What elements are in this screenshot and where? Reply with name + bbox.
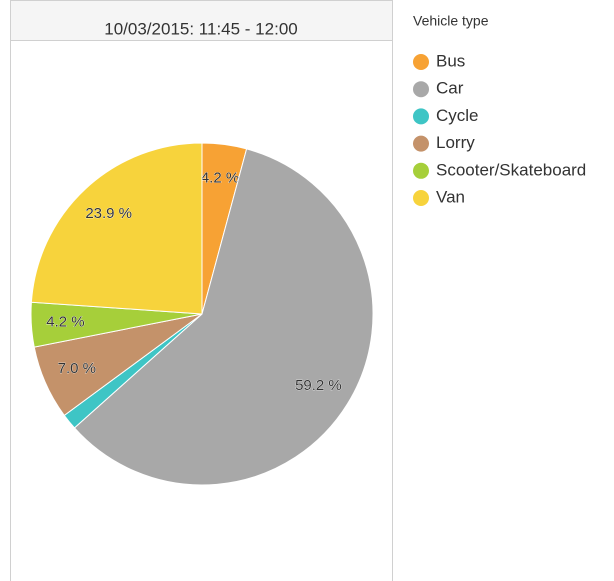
pie-slice (73, 148, 374, 486)
legend-label: Cycle (436, 106, 479, 125)
legend-swatch (413, 108, 429, 125)
legend-label: Bus (436, 51, 465, 70)
slice-label: 4.2 % (201, 169, 239, 186)
legend-label: Van (436, 187, 465, 206)
legend-swatch (413, 135, 429, 152)
legend-swatch (413, 190, 429, 206)
legend-title: Vehicle type (413, 13, 489, 29)
slice-label: 59.2 % (295, 377, 342, 394)
slice-label: 23.9 % (85, 205, 132, 222)
legend-swatch (413, 162, 429, 179)
title-bar (10, 0, 393, 41)
legend-label: Car (436, 79, 464, 98)
legend-swatch (413, 54, 429, 70)
legend-label: Scooter/Skateboard (436, 160, 586, 179)
slice-label: 7.0 % (58, 360, 96, 377)
chart-title: 10/03/2015: 11:45 - 12:00 (104, 19, 297, 38)
legend-swatch (413, 81, 429, 98)
pie-slice (30, 142, 203, 315)
slice-label: 4.2 % (46, 314, 84, 331)
legend-label: Lorry (436, 133, 475, 152)
